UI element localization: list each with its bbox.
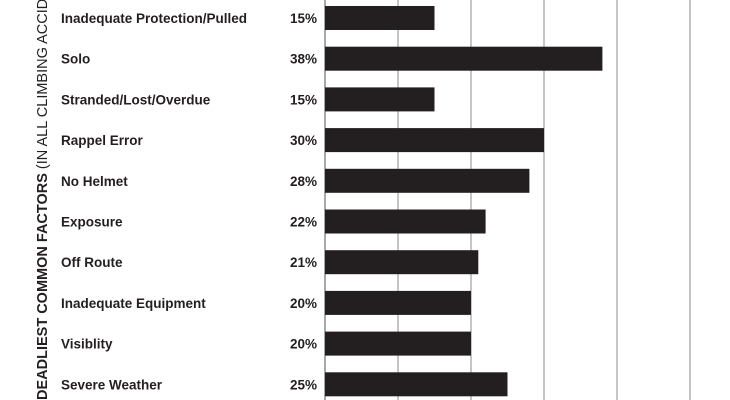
value-label: 20% bbox=[290, 296, 317, 311]
value-label: 25% bbox=[290, 377, 317, 392]
category-label: Rappel Error bbox=[61, 133, 144, 148]
bar bbox=[325, 87, 435, 112]
bar bbox=[325, 6, 435, 30]
bar bbox=[325, 46, 603, 71]
value-label: 30% bbox=[290, 133, 317, 148]
value-label: 21% bbox=[290, 255, 317, 270]
value-label: 15% bbox=[290, 92, 317, 107]
value-label: 28% bbox=[290, 174, 317, 189]
value-label: 38% bbox=[290, 52, 317, 67]
category-label: Inadequate Protection/Pulled bbox=[61, 11, 247, 26]
category-label: Visiblity bbox=[61, 337, 113, 352]
category-label: Severe Weather bbox=[61, 377, 163, 392]
bar bbox=[325, 128, 544, 153]
bar bbox=[325, 290, 471, 315]
bar bbox=[325, 209, 486, 234]
bar bbox=[325, 250, 479, 275]
category-label: Off Route bbox=[61, 255, 123, 270]
value-label: 22% bbox=[290, 215, 317, 230]
category-label: Solo bbox=[61, 52, 90, 67]
category-label: Stranded/Lost/Overdue bbox=[61, 92, 211, 107]
bar bbox=[325, 168, 530, 193]
bar bbox=[325, 331, 471, 356]
category-label: Inadequate Equipment bbox=[61, 296, 206, 311]
category-label: No Helmet bbox=[61, 174, 128, 189]
value-label: 15% bbox=[290, 11, 317, 26]
bar bbox=[325, 372, 508, 397]
category-label: Exposure bbox=[61, 215, 123, 230]
value-label: 20% bbox=[290, 337, 317, 352]
